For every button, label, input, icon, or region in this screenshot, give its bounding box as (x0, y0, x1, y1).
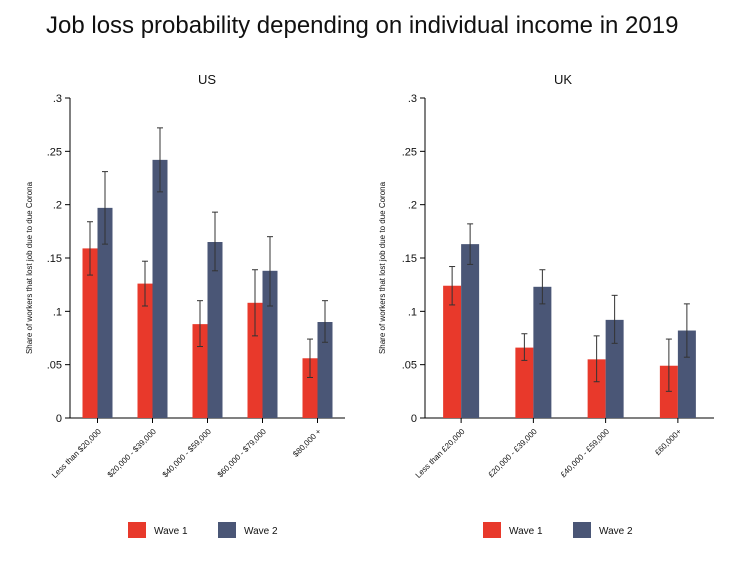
uk-bar-wave2 (461, 244, 480, 418)
uk-bar-wave1 (587, 359, 606, 418)
us-chart: US 0 .05 .1 .15 .2 .25 .3 Share of workers that … (25, 72, 345, 538)
us-legend-swatch-wave1 (128, 522, 146, 538)
uk-legend-swatch-wave1 (483, 522, 501, 538)
uk-bar-wave2 (605, 319, 624, 418)
uk-x-tick-label: £60,000+ (653, 427, 683, 457)
uk-y-tick-label: .2 (408, 200, 417, 212)
uk-bar-wave1 (443, 285, 462, 418)
uk-y-tick-label: 0 (411, 413, 417, 425)
us-bar-wave2 (207, 242, 223, 418)
us-y-tick-label: .3 (53, 93, 62, 105)
uk-y-tick-label: .05 (402, 360, 417, 372)
uk-y-axis-label: Share of workers that lost job due to du… (378, 181, 387, 354)
uk-panel-title: UK (554, 72, 572, 87)
uk-bar-wave2 (677, 330, 696, 418)
uk-bar-wave1 (515, 347, 534, 418)
uk-legend-label-wave1: Wave 1 (509, 526, 543, 537)
us-legend-label-wave1: Wave 1 (154, 526, 188, 537)
us-x-tick-label: Less than $20,000 (50, 427, 103, 480)
us-x-tick-label: $60,000 - $79,000 (216, 427, 269, 480)
us-legend-swatch-wave2 (218, 522, 236, 538)
uk-y-tick-label: .15 (402, 253, 417, 265)
us-y-axis-label: Share of workers that lost job due to du… (25, 181, 34, 354)
us-y-tick-label: .25 (47, 146, 62, 158)
us-y-tick-label: .2 (53, 200, 62, 212)
us-y-tick-label: 0 (56, 413, 62, 425)
us-x-tick-label: $20,000 - $39,000 (106, 427, 159, 480)
uk-x-tick-label: £20,000 - £39,000 (486, 427, 539, 480)
us-y-tick-label: .1 (53, 306, 62, 318)
uk-chart: UK 0 .05 .1 .15 .2 .25 .3 Share of workers that … (378, 72, 714, 538)
us-x-tick-label: $80,000 + (291, 427, 323, 459)
us-y-tick-label: .15 (47, 253, 62, 265)
us-bar-wave1 (302, 358, 318, 418)
uk-y-tick-label: .1 (408, 306, 417, 318)
us-bar-wave1 (192, 324, 208, 418)
us-y-tick-label: .05 (47, 360, 62, 372)
uk-legend-swatch-wave2 (573, 522, 591, 538)
us-bar-wave1 (247, 302, 263, 418)
us-bar-wave2 (152, 159, 168, 418)
us-legend-label-wave2: Wave 2 (244, 526, 278, 537)
us-bar-wave1 (137, 283, 153, 418)
uk-y-tick-label: .25 (402, 146, 417, 158)
us-x-tick-label: $40,000 - $59,000 (161, 427, 214, 480)
uk-bar-wave1 (659, 365, 678, 418)
page-title: Job loss probability depending on indivi… (46, 12, 679, 39)
uk-x-tick-label: £40,000 - £59,000 (559, 427, 612, 480)
uk-x-tick-label: Less than £20,000 (414, 427, 467, 480)
us-bar-wave2 (97, 207, 113, 418)
uk-bar-wave2 (533, 286, 552, 418)
us-bar-wave1 (82, 248, 98, 418)
uk-y-tick-label: .3 (408, 93, 417, 105)
us-panel-title: US (198, 72, 216, 87)
us-bar-wave2 (262, 270, 278, 418)
us-bar-wave2 (317, 322, 333, 418)
uk-legend-label-wave2: Wave 2 (599, 526, 633, 537)
